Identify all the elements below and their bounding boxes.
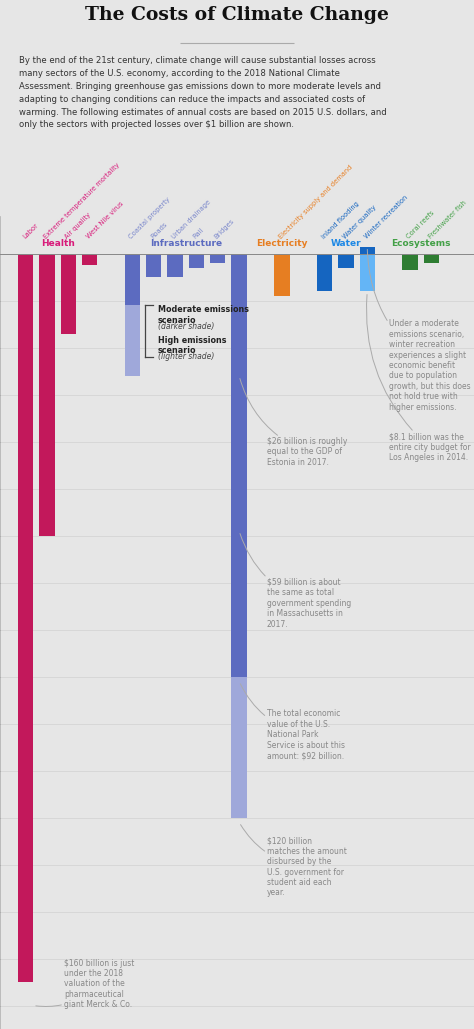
Bar: [167, 254, 183, 277]
Text: $8.1 billion was the
entire city budget for
Los Angeles in 2014.: $8.1 billion was the entire city budget …: [366, 294, 470, 462]
Text: Extreme temperature mortality: Extreme temperature mortality: [43, 162, 121, 240]
Bar: [146, 254, 162, 277]
Text: Coral reefs: Coral reefs: [406, 210, 436, 240]
Bar: [402, 254, 418, 271]
Bar: [61, 254, 76, 333]
Text: Urban drainage: Urban drainage: [171, 199, 212, 240]
Text: Air quality: Air quality: [64, 211, 92, 240]
Bar: [402, 254, 418, 271]
Bar: [338, 254, 354, 268]
Text: $120 billion
matches the amount
disbursed by the
U.S. government for
student aid: $120 billion matches the amount disburse…: [241, 824, 347, 897]
Bar: [125, 254, 140, 306]
Bar: [424, 254, 439, 263]
Bar: [61, 254, 76, 333]
Text: Inland flooding: Inland flooding: [320, 200, 360, 240]
Text: Health: Health: [41, 239, 74, 248]
Bar: [317, 254, 332, 291]
Bar: [231, 254, 247, 818]
Bar: [146, 254, 162, 277]
Bar: [18, 254, 33, 982]
Bar: [189, 254, 204, 268]
Text: Labor: Labor: [21, 222, 39, 240]
Bar: [360, 247, 375, 254]
Text: Roads: Roads: [149, 221, 168, 240]
Bar: [39, 254, 55, 536]
Bar: [231, 254, 247, 677]
Bar: [338, 254, 354, 268]
Text: Electricity supply and demand: Electricity supply and demand: [278, 164, 354, 240]
Text: Water: Water: [330, 239, 361, 248]
Text: High emissions
scenario: High emissions scenario: [158, 335, 227, 355]
Text: $26 billion is roughly
equal to the GDP of
Estonia in 2017.: $26 billion is roughly equal to the GDP …: [240, 379, 347, 467]
Bar: [210, 254, 226, 263]
Bar: [125, 254, 140, 376]
Bar: [167, 254, 183, 277]
Bar: [317, 254, 332, 291]
Text: Coastal property: Coastal property: [128, 196, 172, 240]
Text: $59 billion is about
the same as total
government spending
in Massachusetts in
2: $59 billion is about the same as total g…: [240, 534, 351, 629]
Text: Bridges: Bridges: [214, 217, 236, 240]
Bar: [82, 254, 97, 265]
Text: Infrastructure: Infrastructure: [150, 239, 222, 248]
Bar: [210, 254, 226, 263]
Text: (lighter shade): (lighter shade): [158, 352, 214, 361]
Bar: [82, 254, 97, 265]
Text: By the end of the 21st century, climate change will cause substantial losses acr: By the end of the 21st century, climate …: [19, 57, 387, 130]
Bar: [360, 254, 375, 291]
Text: $160 billion is just
under the 2018
valuation of the
pharmaceutical
giant Merck : $160 billion is just under the 2018 valu…: [36, 959, 135, 1009]
Text: Winter recreation: Winter recreation: [363, 194, 409, 240]
Text: Ecosystems: Ecosystems: [391, 239, 450, 248]
Text: Moderate emissions
scenario: Moderate emissions scenario: [158, 306, 249, 325]
Text: Rail: Rail: [192, 226, 205, 240]
Text: Freshwater fish: Freshwater fish: [427, 200, 467, 240]
Bar: [274, 254, 290, 296]
Bar: [274, 254, 290, 296]
Text: West Nile virus: West Nile virus: [85, 201, 125, 240]
Bar: [39, 254, 55, 536]
Text: Electricity: Electricity: [256, 239, 308, 248]
Bar: [189, 254, 204, 268]
Text: Under a moderate
emissions scenario,
winter recreation
experiences a slight
econ: Under a moderate emissions scenario, win…: [367, 249, 470, 412]
Text: (darker shade): (darker shade): [158, 322, 214, 330]
Text: The total economic
value of the U.S.
National Park
Service is about this
amount:: The total economic value of the U.S. Nat…: [240, 684, 345, 760]
Text: The Costs of Climate Change: The Costs of Climate Change: [85, 6, 389, 25]
Text: Water quality: Water quality: [342, 204, 377, 240]
Bar: [18, 254, 33, 982]
Bar: [424, 254, 439, 263]
